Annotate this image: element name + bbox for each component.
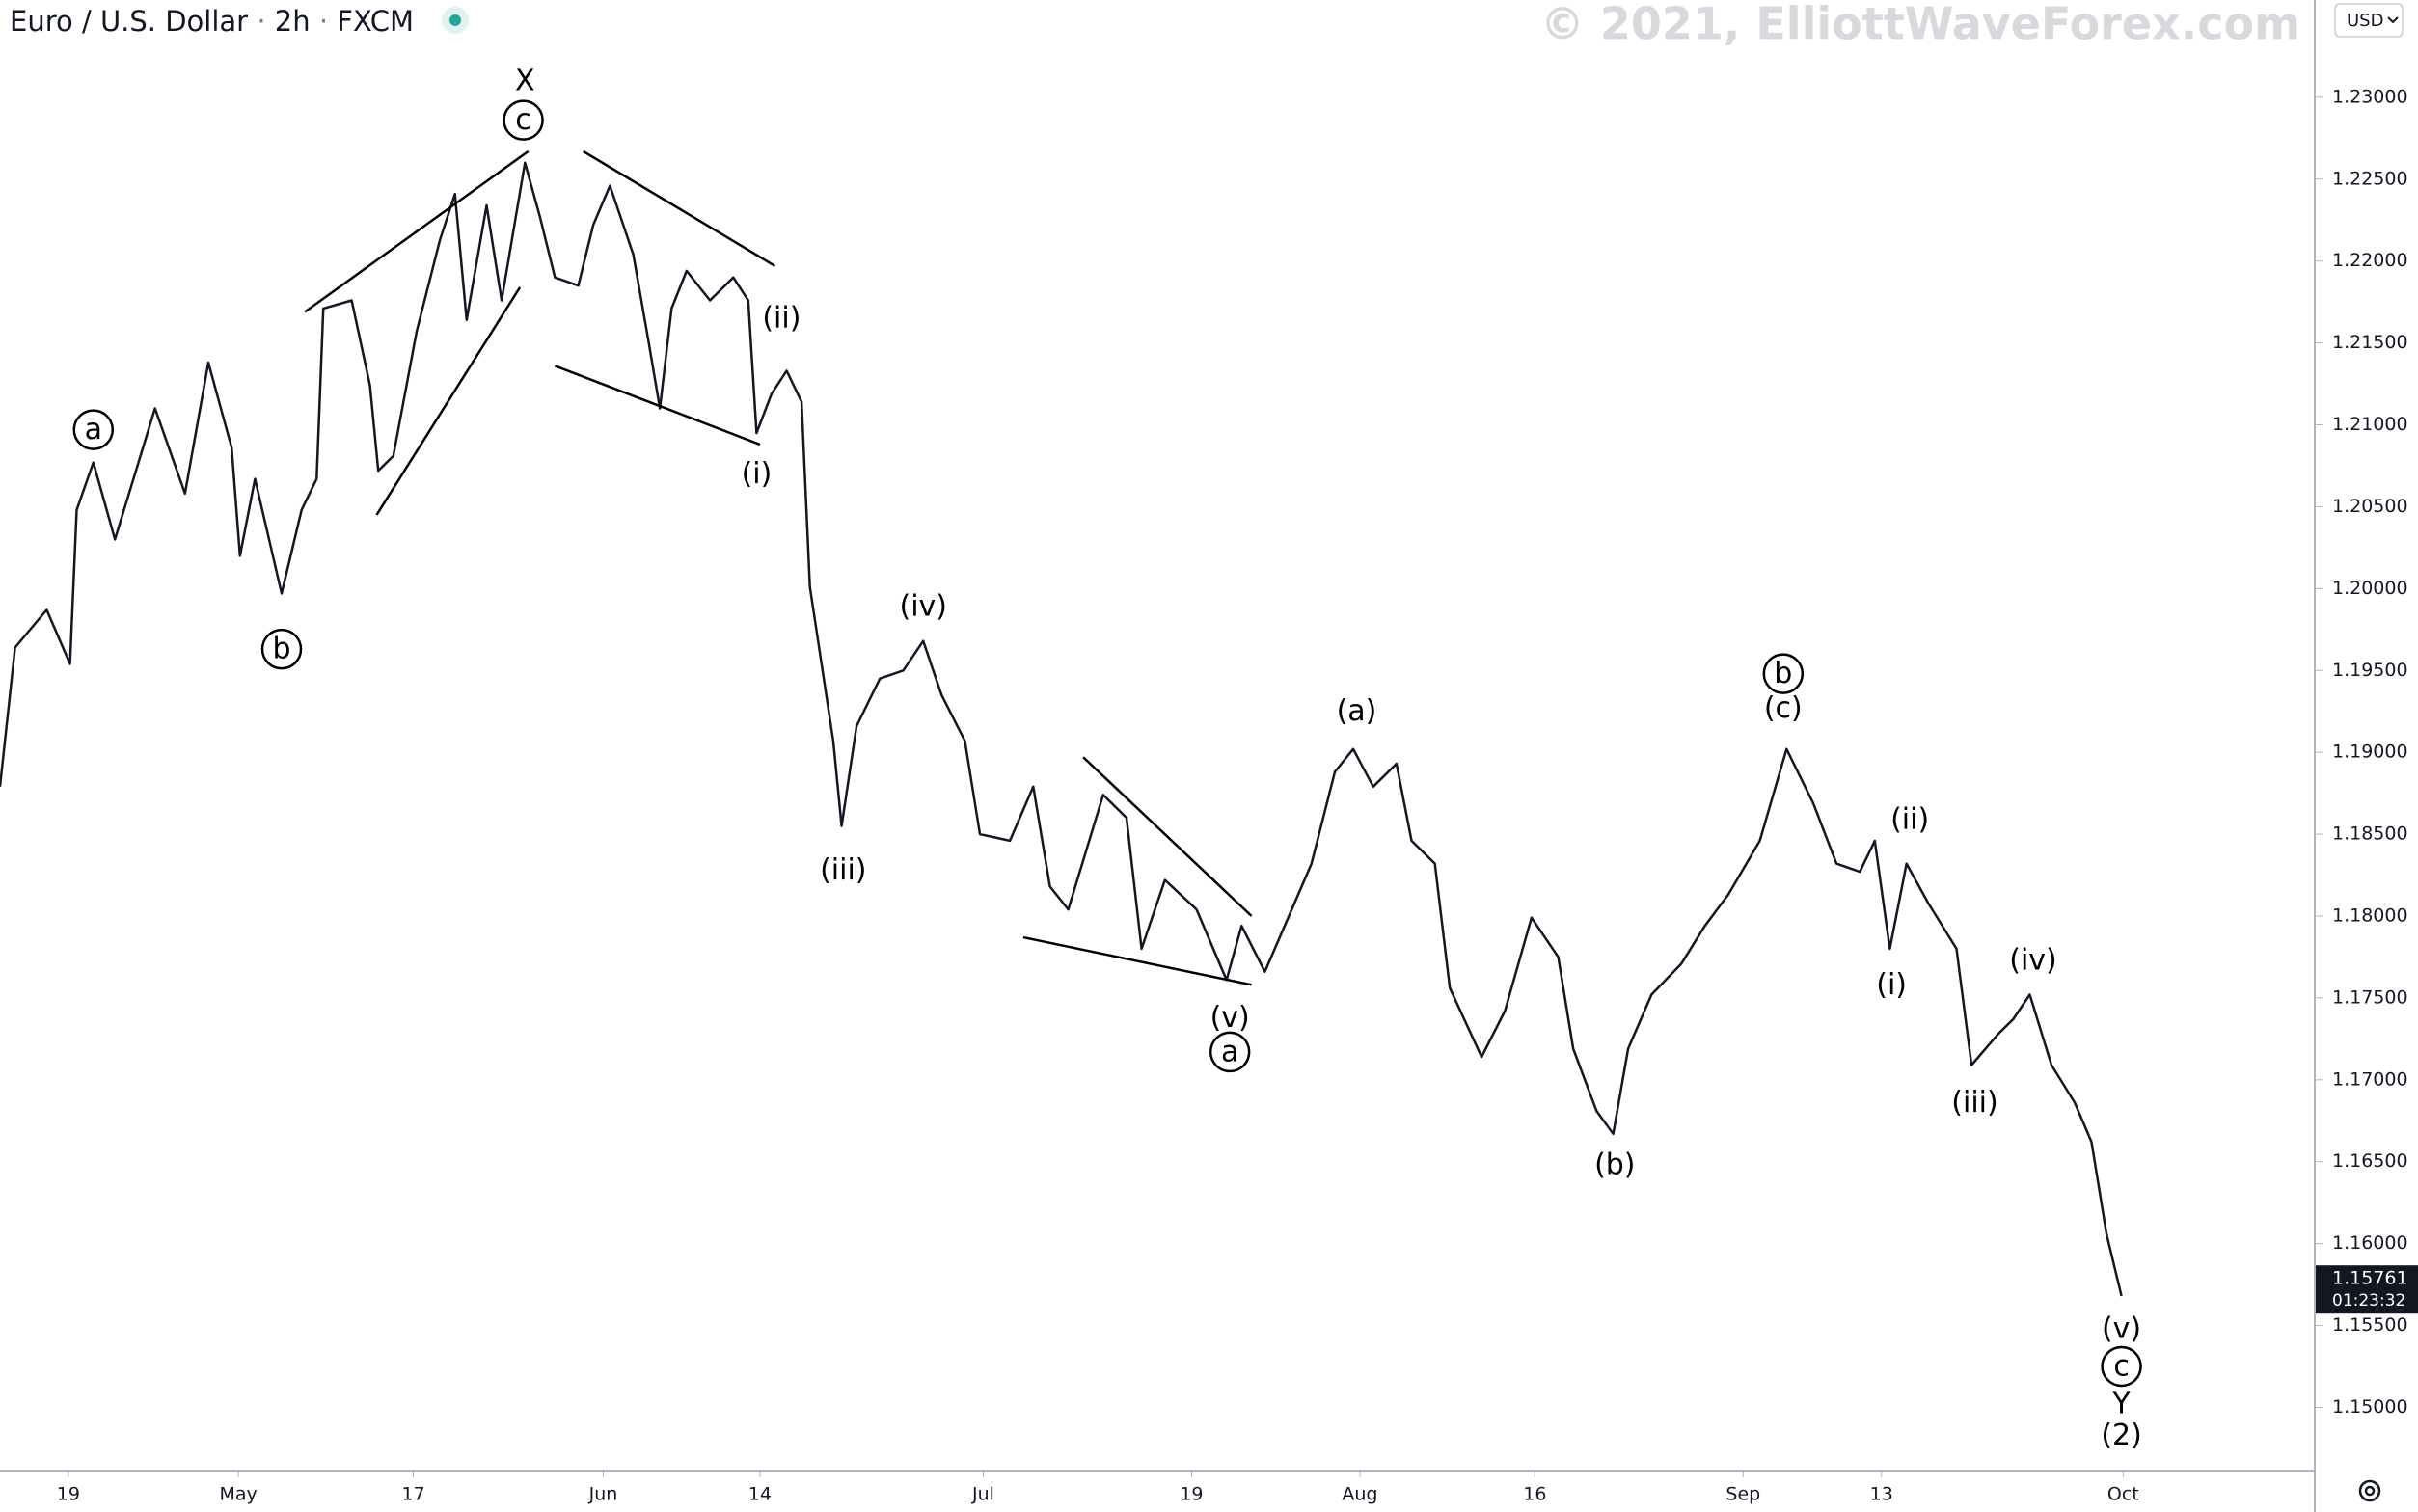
x-tick-label: Aug (1342, 1484, 1377, 1505)
trend-line (1022, 935, 1252, 986)
wave-label: (iv) (899, 590, 947, 624)
countdown-label: 01:23:32 (2332, 1291, 2405, 1310)
source: FXCM (337, 5, 414, 38)
wave-circle (1209, 1031, 1251, 1073)
separator: · (311, 5, 338, 38)
y-tick-label: 1.21500 (2332, 332, 2408, 353)
gear-hub (2364, 1485, 2376, 1497)
x-tick-label: 19 (57, 1484, 80, 1505)
watermark: © 2021, ElliottWaveForex.com (1540, 0, 2300, 50)
y-tick-label: 1.19500 (2332, 660, 2408, 681)
y-tick-label: 1.16000 (2332, 1232, 2408, 1254)
interval: 2h (275, 5, 311, 38)
currency-label: USD (2347, 11, 2383, 31)
y-tick-label: 1.20500 (2332, 496, 2408, 517)
y-tick-label: 1.21000 (2332, 414, 2408, 435)
trend-line (304, 149, 530, 313)
wave-label: Y (2111, 1388, 2131, 1421)
y-tick-label: 1.17500 (2332, 986, 2408, 1008)
y-tick-label: 1.22000 (2332, 250, 2408, 271)
y-tick-label: 1.19000 (2332, 742, 2408, 763)
wave-label: (2) (2101, 1418, 2142, 1452)
y-tick-label: 1.15500 (2332, 1314, 2408, 1336)
settings-icon[interactable] (2358, 1479, 2381, 1502)
currency-button[interactable] (2334, 3, 2404, 38)
wave-label: c (2113, 1349, 2130, 1383)
wave-label: (a) (1337, 694, 1377, 728)
y-tick-label: 1.17000 (2332, 1068, 2408, 1090)
trend-line (583, 149, 776, 267)
wave-circle (2101, 1345, 2142, 1388)
wave-label: (ii) (1890, 802, 1929, 836)
y-tick-label: 1.18000 (2332, 904, 2408, 926)
gear-ring (2358, 1479, 2381, 1502)
x-tick-label: Sep (1725, 1484, 1760, 1505)
wave-label: (iii) (1951, 1086, 1997, 1120)
wave-label: (iii) (820, 853, 866, 887)
wave-label: a (1221, 1035, 1238, 1068)
currency-caret (2387, 16, 2399, 24)
x-tick-label: 16 (1523, 1484, 1546, 1505)
trend-line (375, 286, 522, 516)
last-price-label: 1.15761 (2332, 1268, 2408, 1289)
x-tick-label: 14 (748, 1484, 772, 1505)
x-tick-label: Jul (971, 1484, 994, 1505)
wave-label: (b) (1594, 1148, 1635, 1182)
x-tick-label: 13 (1870, 1484, 1893, 1505)
y-tick-label: 1.18500 (2332, 824, 2408, 845)
wave-circle (1762, 653, 1805, 694)
wave-label: (i) (1876, 968, 1907, 1002)
separator: · (248, 5, 275, 38)
x-tick-label: Oct (2107, 1484, 2139, 1505)
wave-label: (v) (2102, 1311, 2141, 1345)
trend-line (1082, 756, 1253, 917)
symbol-title: Euro / U.S. Dollar · 2h · FXCM (10, 5, 414, 38)
status-dot (449, 14, 461, 26)
wave-label: (v) (1210, 1001, 1250, 1035)
x-tick-label: 17 (401, 1484, 424, 1505)
wave-circle (260, 628, 303, 670)
wave-label: (c) (1764, 691, 1803, 725)
x-tick-label: 19 (1180, 1484, 1203, 1505)
y-tick-label: 1.22500 (2332, 168, 2408, 189)
wave-label: (ii) (762, 302, 801, 336)
wave-label: c (515, 103, 531, 137)
wave-label: a (85, 413, 102, 446)
wave-circle (72, 409, 115, 450)
y-tick-label: 1.20000 (2332, 578, 2408, 599)
x-tick-label: May (219, 1484, 257, 1505)
wave-label: X (515, 64, 535, 97)
symbol: Euro / U.S. Dollar (10, 5, 248, 38)
price-line (0, 161, 2123, 1297)
wave-label: b (272, 633, 290, 666)
y-tick-label: 1.23000 (2332, 86, 2408, 107)
last-price-box (2316, 1265, 2418, 1314)
y-tick-label: 1.16500 (2332, 1150, 2408, 1172)
wave-circle (503, 99, 544, 141)
wave-label: b (1774, 657, 1792, 690)
x-tick-label: Jun (588, 1484, 618, 1505)
wave-label: (i) (742, 457, 773, 491)
y-tick-label: 1.15000 (2332, 1396, 2408, 1418)
wave-label: (iv) (2009, 943, 2057, 977)
trend-line (554, 364, 761, 446)
